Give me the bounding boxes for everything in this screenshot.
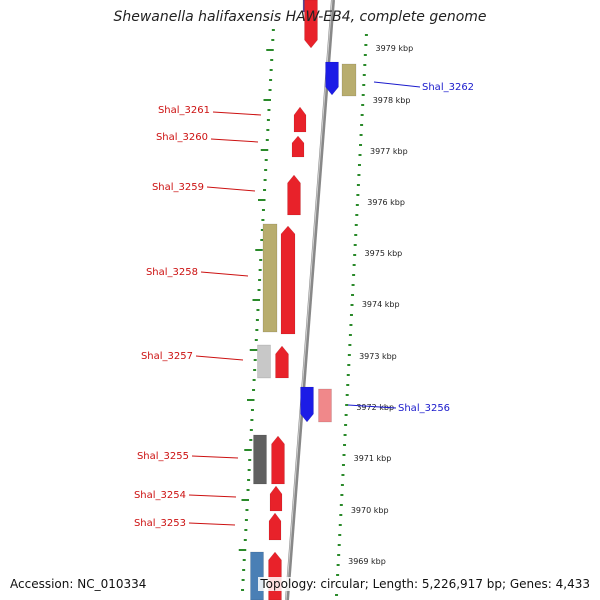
backbone-highlight — [285, 0, 333, 600]
label-leader-line — [200, 271, 249, 277]
label-leader-line — [191, 455, 239, 459]
gene-arrow — [325, 61, 339, 96]
gene-block — [250, 551, 264, 600]
gene-label: Shal_3254 — [134, 490, 186, 501]
backbone-line — [285, 0, 335, 600]
ruler-label: 3973 kbp — [359, 352, 397, 361]
gene-block — [341, 63, 357, 97]
gene-block — [318, 388, 332, 423]
ruler-label: 3977 kbp — [370, 147, 408, 156]
gene-label: Shal_3255 — [137, 451, 189, 462]
gene-block — [257, 344, 271, 379]
accession-label: Accession: NC_010334 — [8, 577, 149, 591]
ruler-label: 3976 kbp — [367, 198, 405, 207]
label-leader-line — [212, 111, 262, 116]
gene-arrow — [271, 435, 285, 485]
gene-label: Shal_3253 — [134, 518, 186, 529]
kbp-ruler: 3979 kbp 3978 kbp 3977 kbp 3976 kbp 3975 kbp… — [348, 44, 413, 566]
label-leader-line — [347, 404, 397, 409]
gene-block — [253, 434, 267, 485]
ruler-label: 3972 kbp — [356, 403, 394, 412]
gene-label: Shal_3259 — [152, 182, 204, 193]
ruler-label: 3974 kbp — [362, 300, 400, 309]
genome-summary: Topology: circular; Length: 5,226,917 bp… — [258, 577, 592, 591]
gene-arrow — [287, 174, 301, 216]
gene-label: Shal_3257 — [141, 351, 193, 362]
gene-labels: Shal_3262 Shal_3261 Shal_3260 Shal_3259 Shal… — [134, 81, 474, 529]
outer-tick-track — [238, 29, 275, 591]
gene-label: Shal_3262 — [422, 82, 474, 93]
inner-tick-track — [335, 34, 368, 596]
gene-block — [262, 223, 278, 333]
gene-label: Shal_3260 — [156, 132, 208, 143]
gene-label: Shal_3261 — [158, 105, 210, 116]
gene-arrow — [300, 386, 314, 423]
gene-arrow — [269, 485, 283, 512]
label-leader-line — [206, 186, 256, 192]
ruler-label: 3979 kbp — [375, 44, 413, 53]
ruler-label: 3975 kbp — [365, 249, 403, 258]
genome-backbone — [285, 0, 335, 600]
label-leader-line — [195, 355, 244, 361]
gene-features — [250, 0, 357, 600]
gene-arrow — [268, 512, 282, 541]
genome-title: Shewanella halifaxensis HAW-EB4, complet… — [113, 9, 487, 25]
label-leader-line — [210, 138, 259, 143]
gene-arrow — [275, 345, 289, 379]
ruler-label: 3978 kbp — [373, 96, 411, 105]
ruler-label: 3970 kbp — [351, 506, 389, 515]
gene-label: Shal_3258 — [146, 267, 198, 278]
label-leader-line — [188, 522, 236, 526]
label-leader-line — [188, 494, 237, 498]
gene-arrow — [304, 0, 318, 49]
ruler-label: 3971 kbp — [354, 454, 392, 463]
ruler-label: 3969 kbp — [348, 557, 386, 566]
gene-arrow — [280, 225, 296, 335]
label-leader-line — [373, 81, 421, 88]
gene-arrow — [268, 551, 282, 600]
gene-label: Shal_3256 — [398, 403, 450, 414]
gene-arrow — [291, 135, 305, 158]
gene-arrow — [293, 106, 307, 133]
